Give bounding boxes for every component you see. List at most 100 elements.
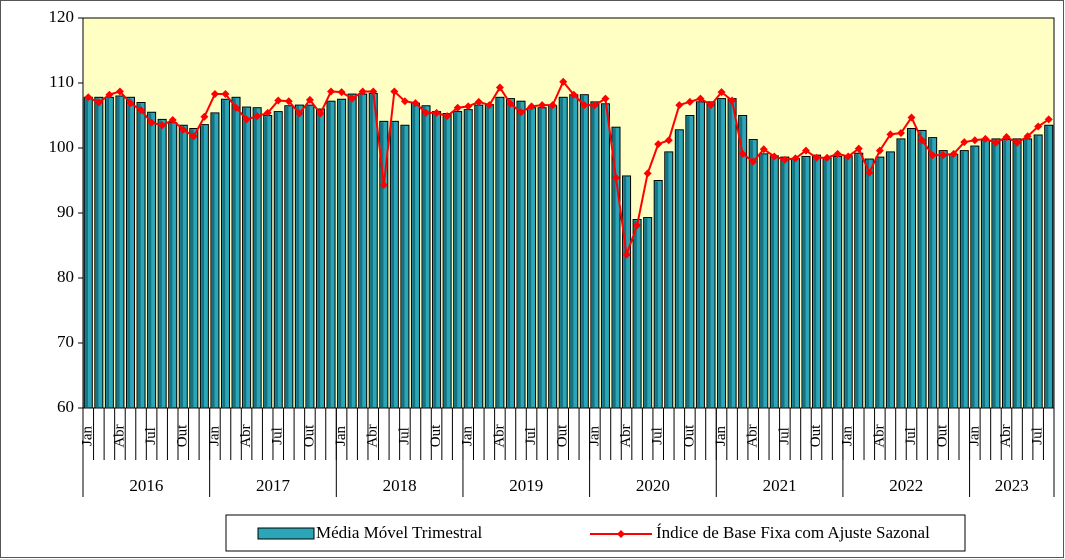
line-marker [580, 101, 589, 110]
line-marker [1034, 122, 1043, 131]
bar-shade [686, 116, 690, 407]
bar-shade [391, 122, 394, 407]
bar-shade [792, 159, 796, 407]
line-marker [780, 155, 789, 164]
line-marker [432, 108, 441, 117]
line-marker [358, 87, 367, 96]
bar-shade [802, 157, 806, 407]
line-marker [569, 90, 578, 99]
bar-shade [528, 108, 532, 407]
line-marker [348, 94, 357, 103]
bar-shade [1045, 126, 1049, 407]
legend-label: Média Móvel Trimestral [316, 523, 482, 542]
bar-shade [876, 158, 880, 407]
x-tick-label: Abr [998, 424, 1014, 447]
bar-shade [612, 128, 616, 407]
bar-shade [328, 102, 331, 407]
line-marker [664, 136, 673, 145]
x-tick-label: Jul [270, 427, 286, 445]
line-marker [232, 103, 241, 112]
bar-shade [950, 155, 954, 407]
x-tick-label: Jul [1030, 427, 1046, 445]
line-marker [506, 99, 515, 108]
bar-shade [412, 104, 416, 408]
bar-shade [834, 157, 838, 407]
line-marker [696, 94, 705, 103]
y-tick-label: 120 [49, 7, 75, 26]
bar-shade [771, 156, 774, 407]
line-marker [907, 113, 916, 122]
x-tick-label: Out [808, 424, 824, 447]
line-marker [854, 144, 863, 153]
line-marker [844, 152, 853, 161]
x-tick-label: Out [428, 424, 444, 447]
year-label: 2019 [509, 476, 543, 495]
bar-shade [233, 98, 236, 408]
bar-shade [855, 154, 859, 407]
x-tick-label: Jan [586, 426, 602, 446]
line-marker [548, 101, 557, 110]
x-tick-label: Out [301, 424, 317, 447]
y-tick-label: 60 [57, 397, 74, 416]
bar-shade [1035, 136, 1038, 407]
bar-shade [581, 95, 584, 407]
line-marker [105, 90, 114, 99]
year-label: 2017 [256, 476, 291, 495]
line-marker [706, 101, 715, 110]
bar-shade [306, 106, 310, 407]
x-tick-label: Abr [365, 424, 381, 447]
bar-shade [296, 106, 299, 407]
line-marker [337, 88, 346, 97]
line-marker [538, 101, 547, 110]
line-marker [738, 149, 747, 158]
bar-shade [254, 108, 257, 407]
line-marker [759, 145, 768, 154]
line-marker [242, 115, 251, 124]
x-tick-label: Abr [871, 424, 887, 447]
bar-shade [517, 102, 521, 407]
bar-shade [908, 129, 912, 407]
bar-shade [707, 102, 711, 407]
bar-shade [929, 138, 933, 407]
line-marker [601, 94, 610, 103]
line-marker [875, 146, 884, 155]
bar-shade [813, 156, 817, 407]
legend-label: Índice de Base Fixa com Ajuste Sazonal [656, 523, 930, 542]
bar-shade [665, 152, 669, 407]
bar-shade [222, 100, 226, 407]
line-marker [801, 146, 810, 155]
bar-shade [475, 106, 479, 407]
line-marker [949, 149, 958, 158]
line-marker [654, 140, 663, 149]
bar-shade [465, 110, 468, 408]
bar-shade [423, 106, 426, 407]
x-tick-label: Jan [460, 426, 476, 446]
line-marker [316, 109, 325, 118]
bar-shade [845, 156, 848, 407]
x-tick-label: Out [175, 424, 191, 447]
line-marker [865, 168, 874, 177]
line-marker [1013, 138, 1022, 147]
line-marker [400, 97, 409, 106]
bar-shade [264, 116, 268, 407]
line-marker [137, 106, 146, 115]
bar-shade [824, 158, 827, 407]
year-label: 2021 [763, 476, 797, 495]
bar-shade [444, 114, 447, 408]
y-tick-label: 90 [57, 202, 74, 221]
bar-shade [201, 125, 205, 407]
bar-shade [560, 98, 563, 408]
bar-shade [496, 98, 500, 408]
bar-shade [211, 113, 215, 408]
line-marker [327, 87, 336, 96]
line-marker [991, 138, 1000, 147]
line-marker [791, 154, 800, 163]
year-label: 2022 [889, 476, 923, 495]
line-marker [896, 129, 905, 138]
bar-shade [1024, 139, 1028, 407]
line-marker [200, 112, 209, 121]
bar-shade [338, 100, 342, 407]
bar-shade [982, 141, 986, 407]
year-label: 2018 [383, 476, 417, 495]
line-marker [643, 169, 652, 178]
